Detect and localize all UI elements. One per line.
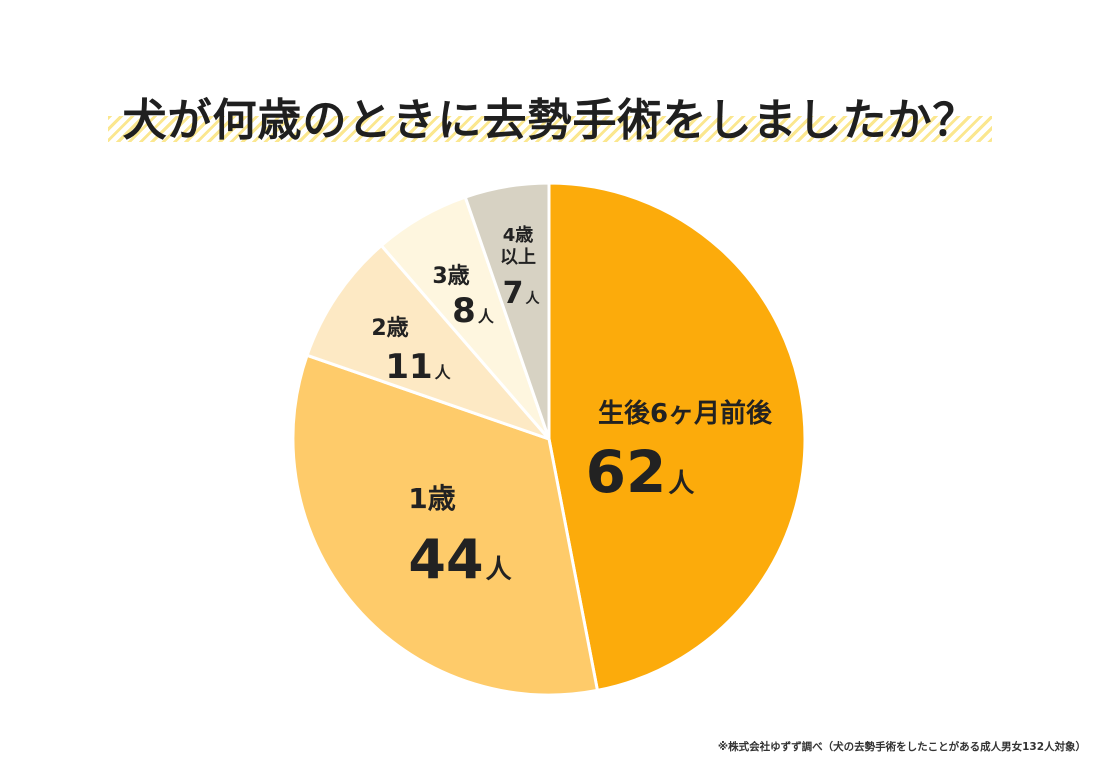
- source-footnote: ※株式会社ゆずず調べ（犬の去勢手術をしたことがある成人男女132人対象）: [717, 741, 1086, 753]
- slice-category-label: 2歳: [371, 316, 408, 341]
- title-underline-stripe: [108, 116, 992, 142]
- slice-category-label: 以上: [500, 247, 536, 268]
- title-area: 犬が何歳のときに去勢手術をしましたか？: [0, 78, 1100, 150]
- slice-value-label: 11 人: [385, 347, 451, 387]
- slice-category-label: 3歳: [432, 264, 469, 289]
- slice-value-label: 62人: [586, 438, 695, 506]
- slice-category-label: 生後6ヶ月前後: [598, 398, 773, 429]
- pie-slice: [547, 181, 807, 692]
- chart-title: 犬が何歳のときに去勢手術をしましたか？: [122, 95, 978, 146]
- slice-value-label: 44人: [408, 528, 511, 591]
- pie-slice: [463, 181, 551, 441]
- pie-slices: [291, 181, 807, 697]
- pie-slice: [305, 244, 551, 441]
- slice-category-label: 1歳: [408, 482, 455, 515]
- slice-category-label: 4歳: [503, 225, 534, 246]
- pie-slice: [291, 353, 599, 697]
